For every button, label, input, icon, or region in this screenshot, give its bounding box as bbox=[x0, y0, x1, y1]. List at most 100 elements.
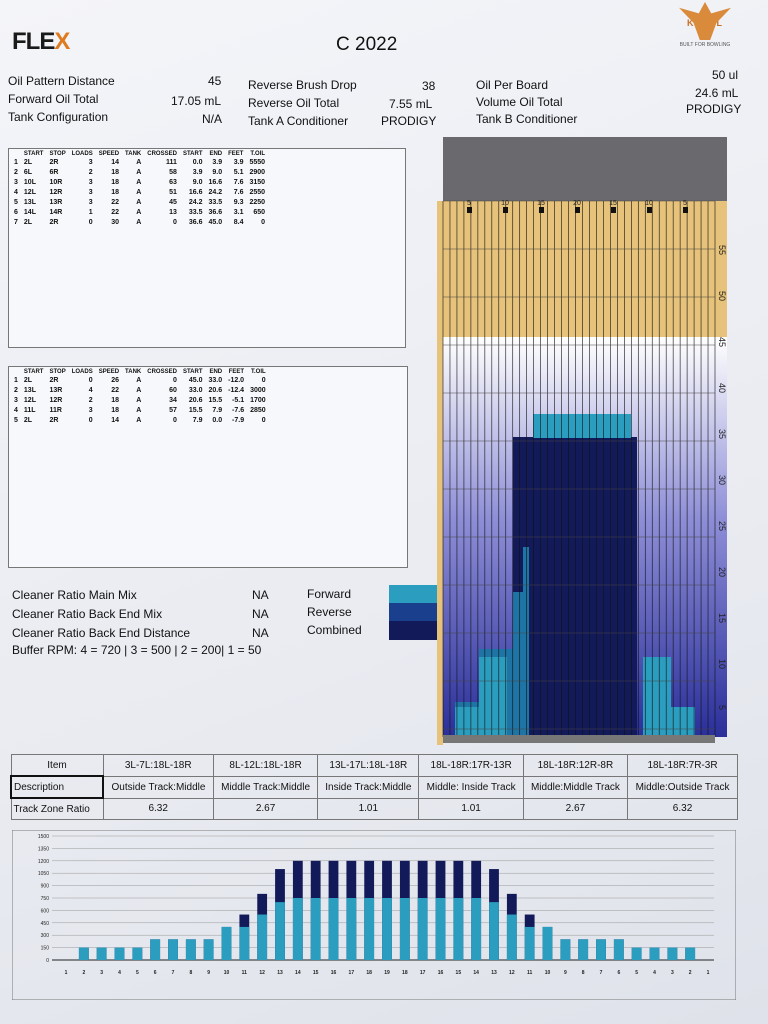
x-tick-label: 10 bbox=[224, 970, 230, 976]
table-cell: 14R bbox=[49, 208, 63, 216]
x-tick-label: 13 bbox=[491, 970, 497, 976]
legend-reverse-label: Reverse bbox=[307, 605, 352, 619]
table-cell: 5 bbox=[14, 198, 18, 206]
table-cell: 0 bbox=[88, 218, 93, 226]
table-cell: 12R bbox=[49, 396, 63, 404]
column-header: STOP bbox=[49, 369, 66, 375]
bar-forward bbox=[239, 926, 250, 960]
table-cell: 2R bbox=[49, 376, 59, 384]
table-cell: 22 bbox=[111, 198, 120, 206]
reverse-oil-total-label: Reverse Oil Total bbox=[248, 96, 340, 110]
table-cell: 51 bbox=[169, 188, 177, 196]
table-cell: 2L bbox=[23, 218, 33, 226]
zone-header: 18L-18R:12R-8R bbox=[522, 754, 629, 777]
y-tick-label: 450 bbox=[41, 921, 50, 927]
bar-forward bbox=[364, 898, 375, 960]
table-cell: 18 bbox=[111, 396, 120, 404]
bar-forward bbox=[667, 947, 678, 960]
table-row: 4 11L 11R 3 18 A 57 15.5 7.9 -7.6 2850 bbox=[11, 405, 269, 415]
column-header: T.OIL bbox=[250, 151, 266, 157]
y-tick-label: 750 bbox=[41, 896, 50, 902]
column-header: SPEED bbox=[98, 369, 120, 375]
foot-label: 35 bbox=[717, 429, 727, 439]
table-cell: 2 bbox=[88, 168, 93, 176]
table-cell: 33.0 bbox=[188, 386, 203, 394]
table-cell: A bbox=[136, 376, 142, 384]
kegel-tagline: BUILT FOR BOWLING bbox=[679, 42, 731, 48]
forward-pass-table: START STOP LOADS SPEED TANK CROSSED START END FE… bbox=[8, 148, 406, 348]
table-cell: 5.1 bbox=[233, 168, 244, 176]
tank-b-conditioner-label: Tank B Conditioner bbox=[476, 112, 578, 126]
cleaner-back-end-mix-label: Cleaner Ratio Back End Mix bbox=[12, 607, 163, 621]
x-tick-label: 12 bbox=[259, 970, 265, 976]
x-tick-label: 18 bbox=[402, 970, 408, 976]
table-cell: 0 bbox=[88, 416, 93, 424]
x-tick-label: 10 bbox=[545, 970, 551, 976]
table-row: 3 10L 10R 3 18 A 63 9.0 16.6 7.6 3150 bbox=[11, 177, 268, 187]
table-cell: 33.0 bbox=[208, 376, 223, 384]
table-row: 5 2L 2R 0 14 A 0 7.9 0.0 -7.9 0 bbox=[11, 415, 269, 425]
table-cell: 2 bbox=[88, 396, 93, 404]
tank-configuration-label: Tank Configuration bbox=[8, 110, 109, 124]
arrow-marker bbox=[683, 207, 688, 213]
table-cell: 18 bbox=[111, 168, 120, 176]
table-cell: 2900 bbox=[249, 168, 266, 176]
table-cell: 3.9 bbox=[233, 158, 244, 166]
bar-forward bbox=[292, 898, 303, 960]
table-row: 1 2L 2R 0 26 A 0 45.0 33.0 -12.0 0 bbox=[11, 375, 269, 385]
table-row: 3 12L 12R 2 18 A 34 20.6 15.5 -5.1 1700 bbox=[11, 395, 269, 405]
forward-oil-total-value: 17.05 mL bbox=[171, 94, 222, 108]
x-tick-label: 6 bbox=[154, 970, 157, 976]
table-cell: -12.4 bbox=[228, 386, 245, 394]
table-cell: 3.1 bbox=[233, 208, 244, 216]
x-tick-label: 2 bbox=[82, 970, 85, 976]
bar-forward bbox=[542, 926, 553, 960]
table-cell: 2R bbox=[49, 218, 59, 226]
column-header: CROSSED bbox=[147, 151, 177, 157]
bar-forward bbox=[489, 902, 499, 960]
zone-cell: 2.67 bbox=[522, 797, 629, 820]
table-row: 5 13L 13R 3 22 A 45 24.2 33.5 9.3 2250 bbox=[11, 197, 268, 207]
table-cell: 14 bbox=[111, 158, 120, 166]
table-cell: A bbox=[136, 396, 142, 404]
table-cell: 650 bbox=[253, 208, 266, 216]
cleaner-back-end-mix-value: NA bbox=[252, 607, 269, 621]
table-cell: 2L bbox=[23, 416, 33, 424]
bar-forward bbox=[132, 947, 143, 960]
reverse-table: START STOP LOADS SPEED TANK CROSSED START END FE… bbox=[11, 369, 269, 425]
table-cell: 22 bbox=[111, 386, 120, 394]
table-cell: 3 bbox=[88, 188, 93, 196]
bar-forward bbox=[435, 898, 446, 960]
oil-reverse-left bbox=[455, 547, 529, 737]
oil-forward-left bbox=[455, 657, 507, 737]
table-cell: -12.0 bbox=[228, 376, 245, 384]
table-cell: 3 bbox=[88, 198, 93, 206]
table-cell: 7.9 bbox=[192, 416, 203, 424]
table-cell: 13R bbox=[49, 198, 63, 206]
column-header: TANK bbox=[125, 151, 142, 157]
table-cell: A bbox=[136, 208, 142, 216]
column-header: START bbox=[23, 369, 44, 375]
arrow-marker bbox=[539, 207, 544, 213]
x-tick-label: 16 bbox=[331, 970, 337, 976]
column-header: T.OIL bbox=[251, 369, 266, 375]
table-cell: 0 bbox=[173, 416, 177, 424]
table-cell: 2L bbox=[23, 376, 33, 384]
buffer-rpm: Buffer RPM: 4 = 720 | 3 = 500 | 2 = 200|… bbox=[12, 643, 262, 657]
oil-per-board-label: Oil Per Board bbox=[476, 78, 549, 92]
zone-cell: Inside Track:Middle bbox=[317, 775, 420, 799]
zone-header: 13L-17L:18L-18R bbox=[317, 754, 420, 777]
table-cell: -7.9 bbox=[232, 416, 245, 424]
table-cell: 1 bbox=[88, 208, 93, 216]
table-cell: 3.9 bbox=[212, 158, 223, 166]
zone-header: 18L-18R:17R-13R bbox=[418, 754, 524, 777]
cleaner-back-end-distance-label: Cleaner Ratio Back End Distance bbox=[12, 626, 191, 640]
bar-forward bbox=[506, 914, 517, 960]
oil-forward-right bbox=[643, 657, 695, 737]
zone-cell: Middle:Middle Track bbox=[522, 775, 629, 799]
table-cell: 24.2 bbox=[188, 198, 203, 206]
table-cell: 13L bbox=[23, 386, 36, 394]
table-cell: 10L bbox=[23, 178, 36, 186]
arrow-marker bbox=[575, 207, 580, 213]
table-cell: 11L bbox=[23, 406, 36, 414]
